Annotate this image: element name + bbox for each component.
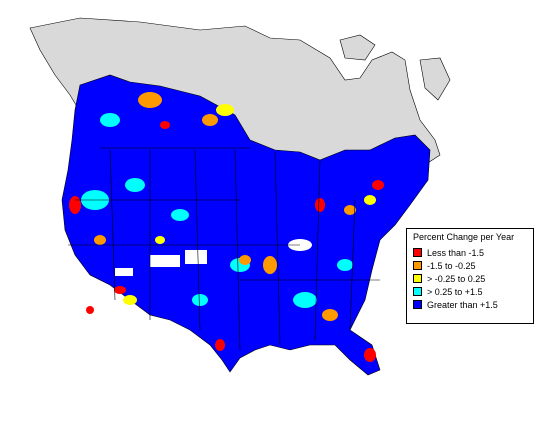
legend: Percent Change per Year Less than -1.5 -… (406, 228, 534, 324)
legend-swatch-orange (413, 261, 422, 270)
boundary-lines (68, 147, 380, 351)
island-shape (419, 57, 451, 101)
legend-swatch-yellow (413, 274, 422, 283)
legend-item-neg-1-5-to-neg-0-25: -1.5 to -0.25 (413, 259, 533, 272)
legend-label: > -0.25 to 0.25 (427, 273, 486, 284)
legend-title: Percent Change per Year (413, 232, 515, 242)
legend-label: Less than -1.5 (427, 247, 485, 258)
legend-label: > 0.25 to +1.5 (427, 286, 483, 297)
island-shape (339, 34, 376, 61)
legend-swatch-cyan (413, 287, 422, 296)
red-patches (69, 121, 384, 362)
legend-item-less-than-neg-1-5: Less than -1.5 (413, 246, 533, 259)
us-region (61, 74, 431, 376)
yellow-patches (123, 104, 376, 305)
legend-item-greater-than-1-5: Greater than +1.5 (413, 298, 533, 311)
cyan-patches (81, 113, 353, 308)
orange-patches (94, 92, 356, 321)
legend-swatch-blue (413, 300, 422, 309)
legend-item-neg-0-25-to-0-25: > -0.25 to 0.25 (413, 272, 533, 285)
legend-item-0-25-to-1-5: > 0.25 to +1.5 (413, 285, 533, 298)
legend-swatch-red (413, 248, 422, 257)
legend-label: Greater than +1.5 (427, 299, 498, 310)
legend-label: -1.5 to -0.25 (427, 260, 476, 271)
